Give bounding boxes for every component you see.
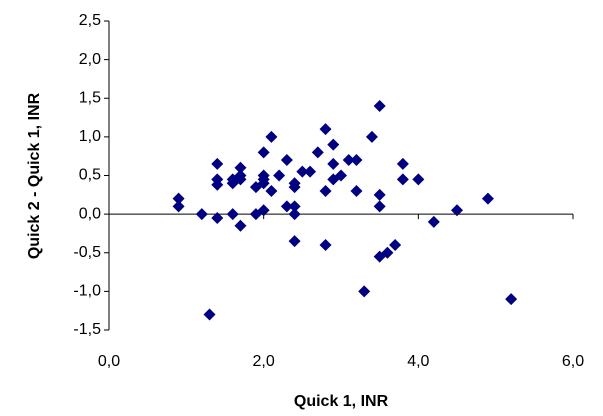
x-tick-label: 2,0 [253, 353, 275, 370]
point [265, 184, 278, 197]
point [234, 173, 247, 186]
point [358, 285, 371, 298]
x-axis-title: Quick 1, INR [294, 393, 389, 410]
point [451, 204, 463, 217]
point [373, 99, 386, 112]
point [505, 293, 518, 306]
point [280, 200, 293, 213]
point [373, 200, 386, 213]
y-tick-label: 2,0 [79, 51, 101, 68]
point [350, 184, 363, 197]
point [226, 208, 239, 221]
y-tick-label: -0,5 [73, 244, 101, 261]
point [389, 239, 402, 252]
point [288, 200, 301, 213]
point [257, 204, 270, 217]
point [365, 130, 378, 143]
point [288, 177, 301, 190]
y-tick-label: -1,5 [73, 321, 101, 338]
point [296, 165, 309, 178]
point [280, 154, 293, 167]
point [304, 165, 317, 178]
y-tick-label: 1,0 [79, 128, 101, 145]
y-tick-label: 0,5 [79, 167, 101, 184]
point [195, 208, 208, 221]
point [288, 208, 301, 221]
y-tick-label: 2,5 [79, 12, 101, 29]
point [319, 123, 332, 136]
point [335, 169, 347, 182]
point [412, 173, 425, 186]
x-tick-label: 0,0 [98, 353, 120, 370]
point [172, 192, 185, 205]
point [273, 169, 286, 182]
point [396, 173, 409, 186]
point [481, 192, 494, 205]
point [211, 178, 224, 191]
point [172, 200, 185, 213]
x-tick-label: 4,0 [407, 353, 429, 370]
point [319, 239, 332, 252]
point [203, 308, 216, 321]
point [257, 173, 270, 186]
y-tick-label: 0,0 [79, 205, 101, 222]
y-tick-label: 1,5 [79, 89, 101, 106]
point [257, 146, 270, 159]
point [265, 130, 278, 143]
point [427, 215, 440, 228]
point [327, 138, 340, 151]
point [288, 235, 301, 248]
point [319, 184, 332, 197]
point [311, 146, 324, 159]
point [350, 154, 363, 167]
point [211, 157, 224, 170]
point [373, 188, 386, 201]
point [396, 157, 409, 170]
point [342, 154, 355, 167]
point [211, 211, 224, 224]
point [234, 161, 247, 174]
point [234, 219, 247, 232]
x-tick-label: 6,0 [562, 353, 584, 370]
y-axis-title: Quick 2 - Quick 1, INR [26, 92, 43, 259]
point [381, 246, 394, 259]
y-tick-label: -1,0 [73, 283, 101, 300]
point [327, 157, 340, 170]
